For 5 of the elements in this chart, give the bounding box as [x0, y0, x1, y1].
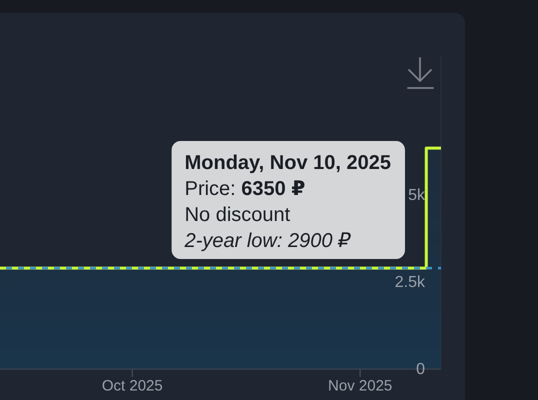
annotation: Monday, Nov 10, 2025 Price: 6350 ₽ No discount 2-year low: 2900 ₽ [184, 152, 391, 252]
y-tick-label: 0 [416, 361, 426, 378]
x-tick-label: Oct 2025 [102, 378, 163, 395]
x-tick-label: Nov 2025 [328, 378, 392, 395]
y-tick-label: 2.5k [394, 274, 426, 292]
